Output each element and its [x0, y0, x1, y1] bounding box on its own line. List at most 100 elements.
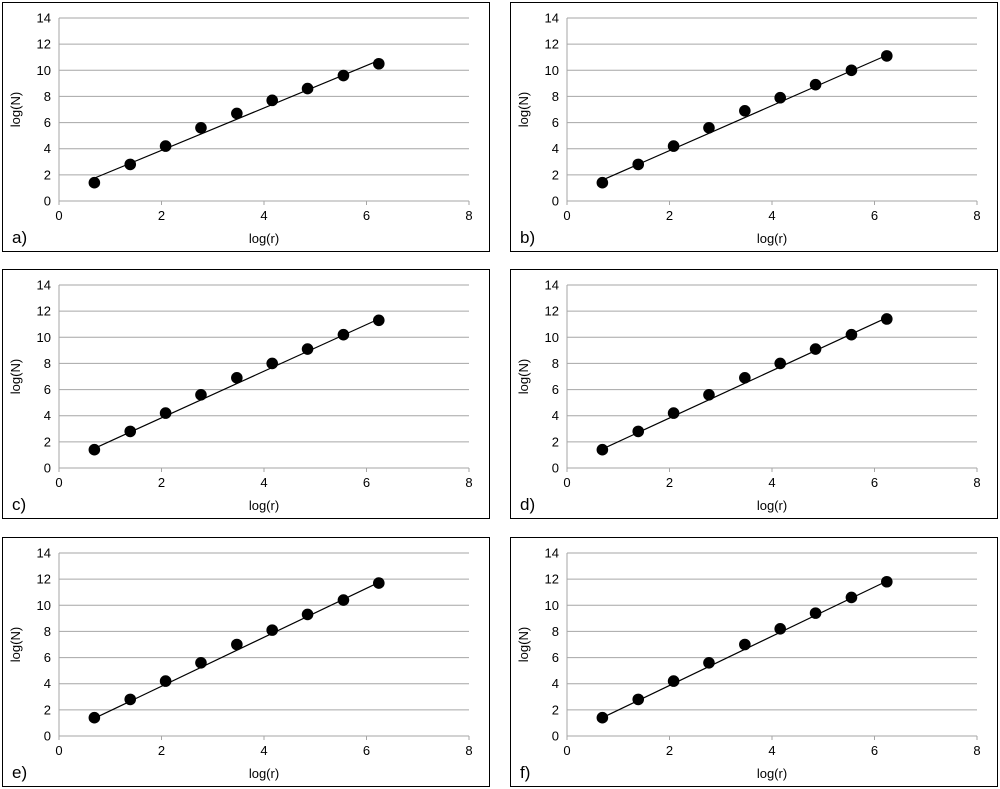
- x-axis-label: log(r): [249, 766, 279, 781]
- y-tick-label: 2: [552, 702, 559, 717]
- data-point: [266, 624, 279, 636]
- y-tick-label: 4: [44, 408, 51, 423]
- y-axis-label: log(N): [516, 627, 531, 662]
- y-tick-label: 0: [552, 194, 559, 209]
- scatter-plot-d: 0 2 4 6 8 10 12 14 0 2 4 6 8 log(r) log(N) d): [516, 278, 981, 515]
- data-point: [337, 328, 350, 341]
- x-tick-label: 6: [363, 743, 370, 758]
- x-tick-label: 8: [973, 475, 980, 490]
- x-tick-label: 0: [563, 208, 570, 223]
- scatter-plot-e: 0 2 4 6 8 10 12 14 0 2 4 6 8 log(r) log(N) e): [8, 546, 473, 783]
- scatter-plot-c: 0 2 4 6 8 10 12 14 0 2 4 6 8 log(r) log(N) c): [8, 278, 473, 515]
- panel-label: c): [12, 495, 26, 514]
- data-point: [195, 389, 207, 401]
- y-tick-label: 14: [545, 278, 559, 293]
- y-tick-label: 2: [44, 702, 51, 717]
- data-point: [266, 94, 279, 107]
- x-tick-label: 6: [871, 208, 878, 223]
- data-point: [337, 69, 350, 82]
- y-tick-label: 4: [44, 141, 51, 156]
- x-tick-label: 8: [973, 208, 980, 223]
- y-tick-label: 10: [37, 63, 51, 78]
- y-tick-label: 6: [44, 115, 51, 130]
- data-point: [596, 443, 609, 456]
- data-point: [301, 82, 314, 95]
- y-tick-label: 6: [552, 115, 559, 130]
- y-tick-label: 14: [37, 11, 51, 26]
- data-point: [739, 105, 751, 117]
- chart-panel-d: 0 2 4 6 8 10 12 14 0 2 4 6 8 log(r) log(N) d): [510, 269, 998, 519]
- data-point: [703, 122, 715, 134]
- y-tick-label: 4: [552, 408, 559, 423]
- scatter-plot-f: 0 2 4 6 8 10 12 14 0 2 4 6 8 log(r) log(N) f): [516, 546, 981, 783]
- data-point: [632, 425, 645, 438]
- trendline: [94, 59, 380, 179]
- data-point: [667, 140, 680, 152]
- x-tick-label: 0: [55, 208, 62, 223]
- x-tick-label: 4: [768, 475, 775, 490]
- x-tick-label: 0: [563, 743, 570, 758]
- y-axis-label: log(N): [516, 92, 531, 127]
- x-tick-label: 4: [260, 743, 267, 758]
- x-tick-label: 6: [871, 475, 878, 490]
- y-tick-label: 12: [37, 37, 51, 52]
- data-point: [881, 575, 893, 588]
- y-axis-label: log(N): [8, 359, 23, 394]
- panel-label: f): [520, 763, 530, 782]
- x-tick-label: 4: [768, 743, 775, 758]
- y-tick-label: 10: [545, 598, 559, 613]
- x-tick-label: 6: [363, 475, 370, 490]
- y-tick-label: 2: [44, 434, 51, 449]
- data-point: [231, 638, 243, 651]
- x-axis-label: log(r): [249, 498, 279, 513]
- data-point: [809, 343, 822, 355]
- x-tick-label: 8: [465, 743, 472, 758]
- y-tick-label: 4: [44, 676, 51, 691]
- y-tick-label: 14: [37, 278, 51, 293]
- y-tick-label: 4: [552, 676, 559, 691]
- x-tick-label: 2: [666, 208, 673, 223]
- x-tick-label: 0: [563, 475, 570, 490]
- x-tick-label: 8: [465, 475, 472, 490]
- data-point: [703, 657, 715, 669]
- y-tick-label: 8: [552, 356, 559, 371]
- y-tick-label: 8: [552, 624, 559, 639]
- data-point: [596, 176, 609, 189]
- data-point: [739, 638, 751, 651]
- y-tick-label: 2: [552, 434, 559, 449]
- data-point: [809, 607, 822, 619]
- data-point: [266, 357, 279, 370]
- panel-label: d): [520, 495, 535, 514]
- x-tick-label: 4: [260, 208, 267, 223]
- data-point: [159, 675, 172, 687]
- trendline: [602, 54, 888, 181]
- data-point: [881, 50, 893, 62]
- y-tick-label: 8: [552, 89, 559, 104]
- scatter-plot-a: 0 2 4 6 8 10 12 14 0 2 4 6 8 log(r) log(N) a): [8, 11, 473, 248]
- x-axis-label: log(r): [249, 231, 279, 246]
- y-tick-label: 8: [44, 624, 51, 639]
- data-point: [159, 407, 172, 419]
- data-point: [373, 577, 385, 589]
- data-point: [88, 711, 101, 724]
- data-point: [845, 591, 858, 604]
- y-tick-label: 12: [37, 572, 51, 587]
- data-point: [88, 176, 101, 189]
- data-point: [231, 107, 243, 120]
- chart-panel-c: 0 2 4 6 8 10 12 14 0 2 4 6 8 log(r) log(N) c): [2, 269, 490, 519]
- x-axis-label: log(r): [757, 766, 787, 781]
- data-point: [774, 357, 786, 370]
- panel-label: e): [12, 763, 27, 782]
- panel-label: b): [520, 228, 535, 247]
- x-tick-label: 4: [768, 208, 775, 223]
- y-tick-label: 10: [545, 330, 559, 345]
- data-point: [774, 623, 786, 635]
- x-axis-label: log(r): [757, 498, 787, 513]
- chart-panel-b: 0 2 4 6 8 10 12 14 0 2 4 6 8 log(r) log(N) b): [510, 2, 998, 252]
- data-point: [373, 314, 385, 327]
- data-point: [667, 407, 680, 419]
- y-tick-label: 12: [545, 37, 559, 52]
- y-tick-label: 6: [44, 650, 51, 665]
- x-tick-label: 2: [666, 475, 673, 490]
- y-axis-label: log(N): [8, 92, 23, 127]
